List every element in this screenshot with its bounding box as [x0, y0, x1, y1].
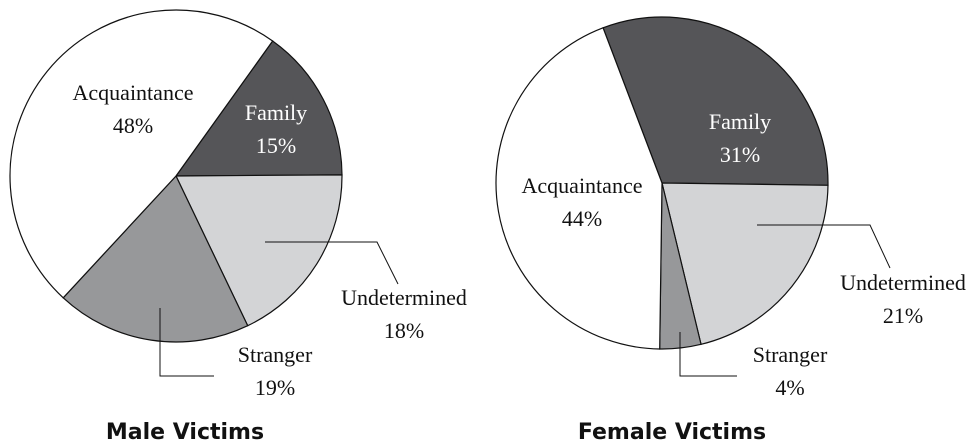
slice-value-label: 4% [775, 375, 804, 400]
pie-slice [661, 182, 829, 346]
slice-label: Undetermined [341, 285, 467, 310]
leader-line [679, 332, 737, 377]
slice-label: Acquaintance [73, 80, 194, 105]
slice-value-label: 15% [256, 133, 296, 158]
chart-title: Male Victims [106, 420, 264, 445]
slice-value-label: 21% [883, 303, 923, 328]
leader-line [757, 224, 891, 269]
slice-value-label: 44% [562, 206, 602, 231]
leader-line [159, 308, 214, 377]
pie-slice [174, 40, 343, 177]
pie-slice [62, 174, 249, 343]
slice-label: Stranger [238, 342, 313, 367]
pie-slice [175, 174, 343, 327]
leader-line [265, 241, 399, 285]
slice-label: Undetermined [840, 270, 966, 295]
slice-value-label: 48% [113, 113, 153, 138]
pie-slice [495, 27, 663, 350]
pie-slice [602, 16, 829, 186]
slice-value-label: 31% [720, 142, 760, 167]
slice-label: Family [245, 100, 307, 125]
pie-slice [9, 9, 274, 299]
slice-value-label: 18% [384, 318, 424, 343]
slice-value-label: 19% [255, 375, 295, 400]
slice-label: Stranger [753, 342, 828, 367]
slice-label: Acquaintance [522, 173, 643, 198]
chart-title: Female Victims [578, 420, 766, 445]
slice-label: Family [709, 109, 771, 134]
